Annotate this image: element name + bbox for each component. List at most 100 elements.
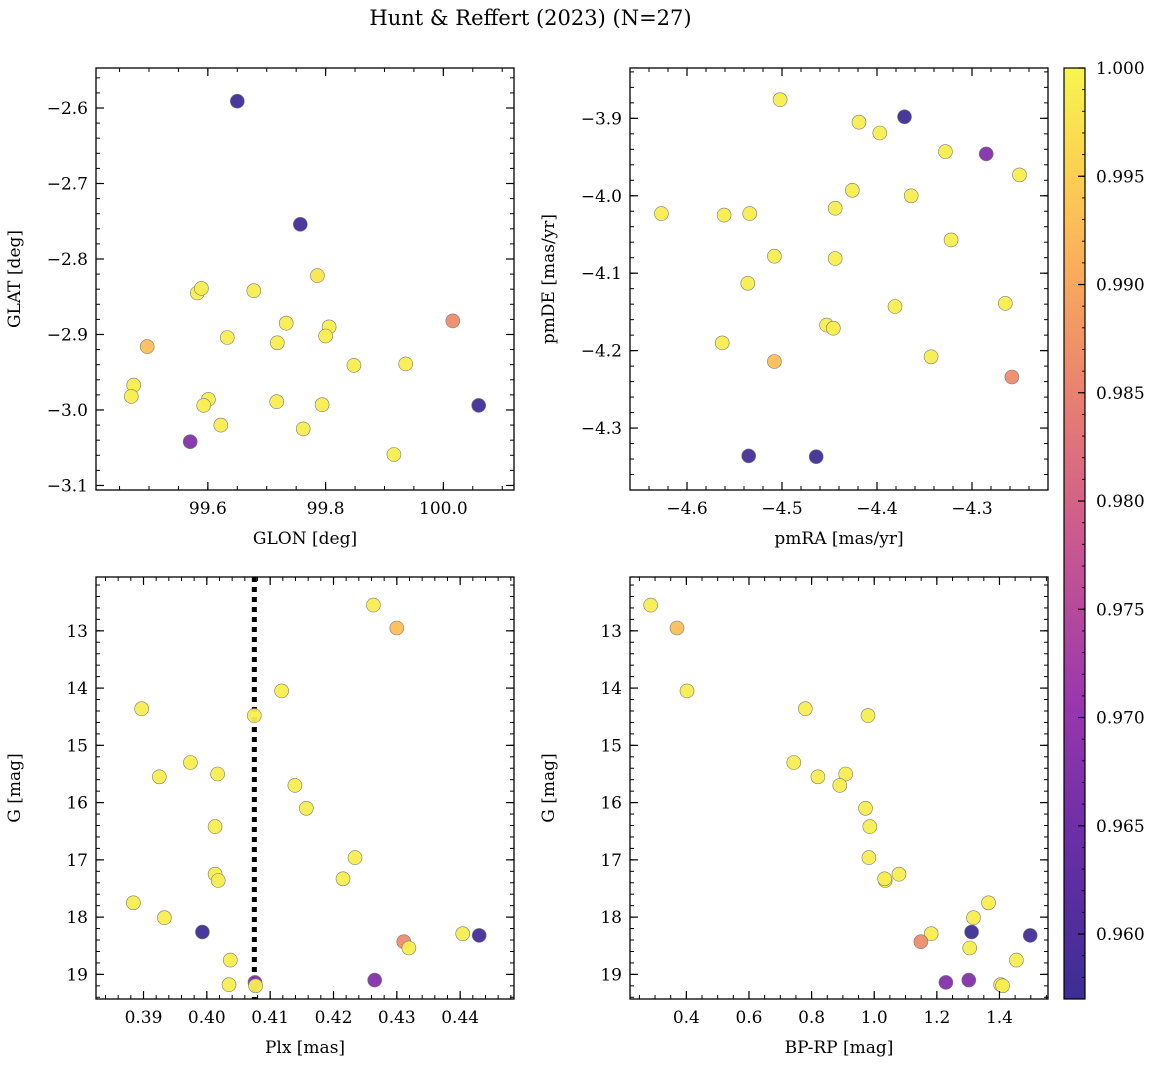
x-axis-label: GLON [deg] (253, 529, 357, 549)
scatter-point (471, 928, 487, 943)
scatter-point (471, 398, 487, 413)
scatter-point (825, 320, 841, 336)
colorbar-tick-label: 0.975 (1096, 600, 1145, 620)
scatter-point (134, 701, 149, 717)
scatter-point (772, 92, 788, 107)
scatter-point (346, 358, 362, 373)
y-axis-label: GLAT [deg] (5, 230, 25, 328)
scatter-point (903, 188, 919, 204)
scatter-point (1004, 369, 1020, 385)
scatter-point (741, 448, 757, 464)
scatter-point (923, 926, 939, 942)
scatter-point (832, 778, 848, 793)
y-tick-label: 13 (600, 622, 622, 642)
x-tick-label: 0.6 (735, 1008, 762, 1028)
scatter-point (274, 683, 289, 699)
y-tick-label: −2.9 (47, 325, 88, 345)
y-tick-label: −4.1 (581, 264, 622, 284)
scatter-point (679, 683, 695, 699)
panel-parallax-magnitude: 0.39 0.40 0.41 0.42 0.43 0.44 13 14 15 16 17 18 19 Pl… (5, 576, 515, 1058)
x-tick-label: 0.42 (315, 1008, 353, 1028)
scatter-point (844, 183, 860, 198)
y-tick-label: −3.0 (47, 401, 88, 421)
colorbar-tick-label: 0.970 (1096, 709, 1145, 729)
scatter-point (861, 850, 877, 865)
scatter-point (366, 597, 381, 613)
x-tick-label: −4.6 (666, 499, 707, 519)
scatter-point (887, 299, 903, 314)
y-tick-label: −3.9 (581, 109, 622, 129)
scatter-points (124, 93, 487, 462)
scatter-point (938, 144, 953, 159)
scatter-point (310, 268, 325, 283)
scatter-point (808, 449, 824, 465)
scatter-point (938, 975, 954, 990)
x-tick-label: 1.0 (861, 1008, 888, 1028)
scatter-point (1012, 167, 1027, 183)
figure-title: Hunt & Reffert (2023) (N=27) (369, 6, 692, 30)
scatter-point (195, 924, 210, 940)
scatter-point (455, 926, 471, 942)
x-tick-label: 0.41 (251, 1008, 289, 1028)
x-tick-label: 0.8 (798, 1008, 825, 1028)
axes-frame (95, 67, 515, 491)
scatter-point (767, 354, 782, 369)
colorbar-tick-label: 0.960 (1096, 925, 1145, 945)
scatter-point (1022, 928, 1038, 943)
y-tick-label: −4.3 (581, 419, 622, 439)
y-tick-label: −2.8 (47, 250, 88, 270)
scatter-point (877, 871, 892, 887)
x-tick-label: 0.39 (125, 1008, 163, 1028)
scatter-point (858, 800, 873, 816)
colorbar-frame (1063, 67, 1086, 1000)
scatter-point (964, 924, 979, 940)
colorbar-tick-label: 0.980 (1096, 492, 1145, 512)
x-tick-label: 99.6 (189, 499, 227, 519)
y-tick-label: −2.6 (47, 99, 88, 119)
x-tick-label: −4.3 (951, 499, 992, 519)
y-tick-label: 17 (66, 851, 88, 871)
scatter-point (157, 910, 172, 926)
colorbar-tick-label: 0.965 (1096, 817, 1145, 837)
scatter-point (943, 232, 959, 248)
scatter-point (978, 146, 994, 162)
scatter-point (298, 800, 314, 816)
scatter-point (767, 248, 782, 264)
scatter-point (838, 766, 854, 782)
scatter-points (643, 597, 1038, 994)
scatter-point (742, 206, 758, 221)
axes-frame (95, 576, 515, 1000)
scatter-point (196, 398, 211, 413)
scatter-point (997, 296, 1013, 311)
panel-color-magnitude: 0.4 0.6 0.8 1.0 1.2 1.4 13 14 15 16 17 18 19 BP-RP [m… (539, 576, 1049, 1058)
scatter-point (389, 620, 405, 636)
scatter-point (124, 389, 139, 404)
colorbar-tick-label: 0.995 (1096, 167, 1145, 187)
axes-frame (629, 67, 1049, 491)
x-tick-label: 1.4 (986, 1008, 1013, 1028)
y-tick-label: 18 (66, 908, 88, 928)
colorbar: 0.960 0.965 0.970 0.975 0.980 0.985 0.990 0.995… (1063, 59, 1145, 1000)
y-tick-label: 19 (66, 965, 88, 985)
y-tick-label: −3.1 (47, 476, 88, 496)
scatter-point (961, 972, 977, 988)
y-tick-label: −4.0 (581, 187, 622, 207)
y-tick-label: 16 (600, 794, 622, 814)
scatter-point (962, 940, 978, 956)
scatter-point (139, 339, 155, 354)
scatter-point (367, 972, 383, 988)
y-tick-label: 19 (600, 965, 622, 985)
scatter-point (862, 819, 878, 834)
scatter-point (292, 217, 308, 232)
scatter-point (318, 328, 333, 344)
scatter-point (913, 934, 929, 950)
scatter-point (269, 394, 285, 410)
scatter-points (126, 597, 487, 994)
x-tick-label: 0.40 (188, 1008, 226, 1028)
scatter-point (786, 755, 802, 770)
scatter-point (223, 952, 238, 968)
x-tick-label: 0.44 (441, 1008, 479, 1028)
scatter-point (860, 708, 876, 723)
x-axis-label: Plx [mas] (265, 1038, 345, 1058)
